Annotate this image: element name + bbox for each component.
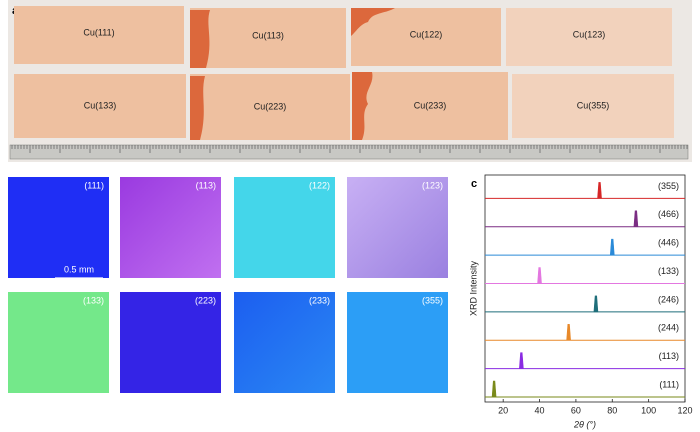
scale-bar-label: 0.5 mm <box>64 264 94 274</box>
x-tick-label: 80 <box>607 405 617 415</box>
diffraction-peak <box>537 267 542 284</box>
sample-sheet <box>190 8 346 68</box>
trace-label: (466) <box>658 209 679 219</box>
tile-label: (123) <box>422 180 443 190</box>
diffraction-peak <box>519 352 524 369</box>
sample-label: Cu(223) <box>254 101 287 111</box>
x-tick-label: 100 <box>641 405 656 415</box>
oxidized-region <box>351 8 395 36</box>
trace-label: (133) <box>658 266 679 276</box>
diffraction-peak <box>633 210 639 228</box>
sample-sheet <box>190 74 350 140</box>
diffraction-peak <box>593 295 599 313</box>
sample-sheet <box>352 72 508 140</box>
diffraction-peak <box>609 238 615 256</box>
plot-frame <box>484 174 686 403</box>
sample-label: Cu(133) <box>84 100 117 110</box>
trace-label: (355) <box>658 181 679 191</box>
micrograph <box>120 292 221 393</box>
sample-label: Cu(113) <box>252 30 284 40</box>
tile-label: (133) <box>83 295 104 305</box>
tile-label: (122) <box>309 180 330 190</box>
sample-label: Cu(111) <box>83 27 114 37</box>
tile-label: (223) <box>195 295 216 305</box>
sample-sheet <box>14 6 184 64</box>
x-tick-label: 40 <box>535 405 545 415</box>
oxidized-region <box>190 10 210 68</box>
diffraction-peak <box>597 182 602 199</box>
sample-sheet <box>512 74 674 138</box>
tile-label: (233) <box>309 295 330 305</box>
y-axis-label: XRD Intensity <box>468 260 478 316</box>
micrograph <box>234 292 335 393</box>
sample-label: Cu(123) <box>573 29 606 39</box>
sample-label: Cu(355) <box>577 100 610 110</box>
sample-label: Cu(122) <box>410 29 443 39</box>
micrograph <box>8 177 109 278</box>
tile-label: (355) <box>422 295 443 305</box>
sample-sheet <box>351 8 501 66</box>
tile-label: (113) <box>196 180 216 190</box>
x-tick-label: 120 <box>677 405 692 415</box>
micrograph <box>347 177 448 278</box>
sample-sheet <box>14 74 186 138</box>
oxidized-region <box>352 72 373 140</box>
panel-label: c <box>471 178 477 190</box>
tile-label: (111) <box>84 180 104 190</box>
micrograph <box>347 292 448 393</box>
trace-label: (446) <box>658 238 679 248</box>
trace-label: (113) <box>659 351 679 361</box>
x-tick-label: 60 <box>571 405 581 415</box>
oxidized-region <box>190 76 205 140</box>
diffraction-peak <box>566 323 571 341</box>
trace-label: (246) <box>658 294 679 304</box>
micrograph <box>234 177 335 278</box>
micrograph <box>8 292 109 393</box>
trace-label: (111) <box>659 379 679 389</box>
x-tick-label: 20 <box>498 405 508 415</box>
sample-sheet <box>506 8 672 66</box>
micrograph <box>120 177 221 278</box>
x-axis-label: 2θ (°) <box>573 419 596 429</box>
trace-label: (244) <box>658 323 679 333</box>
ruler <box>9 144 689 160</box>
sample-label: Cu(233) <box>414 100 447 110</box>
diffraction-peak <box>491 380 497 398</box>
